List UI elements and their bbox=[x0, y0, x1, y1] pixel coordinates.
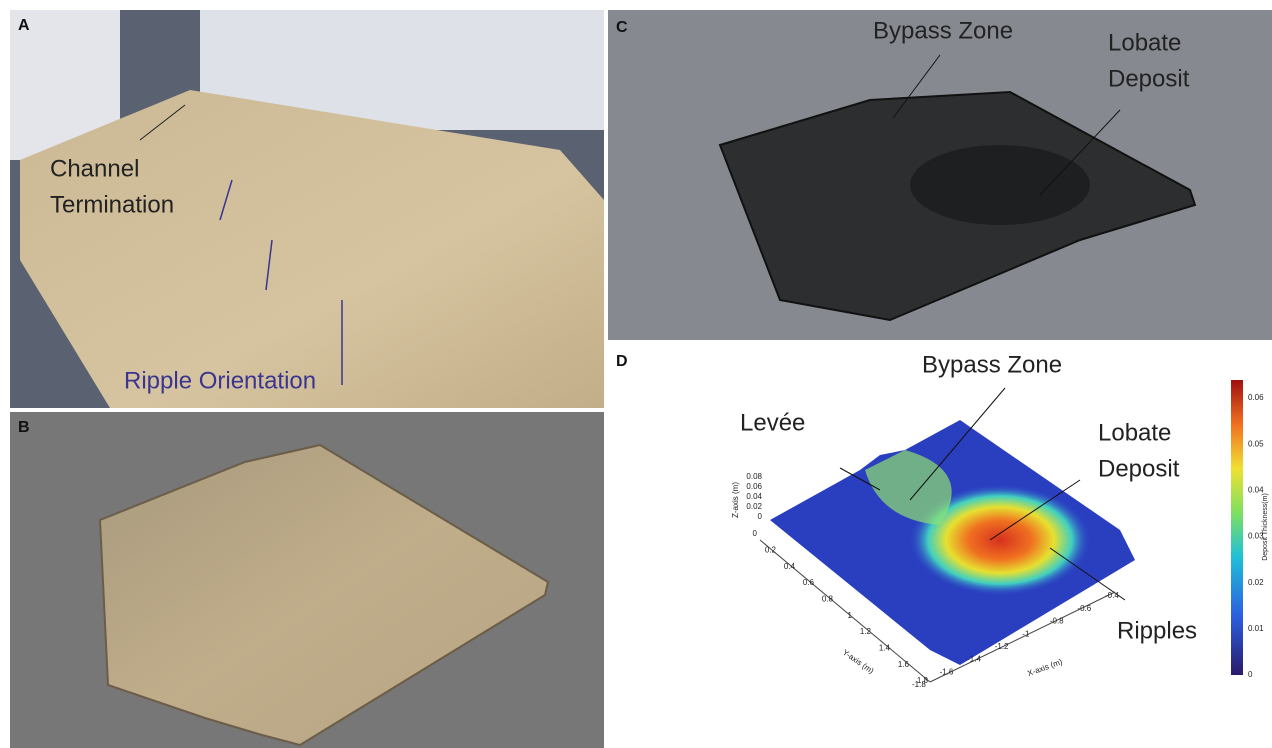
colorbar bbox=[1231, 380, 1243, 675]
annotation: Deposit bbox=[1108, 65, 1190, 92]
tick-label: -0.6 bbox=[1077, 604, 1091, 613]
tick-label: 0 bbox=[758, 512, 763, 521]
annotation: Levée bbox=[740, 409, 805, 436]
tick-label: 0 bbox=[753, 529, 758, 538]
tick-label: -1 bbox=[1022, 629, 1030, 638]
tick-label: 0.04 bbox=[746, 492, 762, 501]
figure: A Channel Termination Ripple Orientation… bbox=[0, 0, 1272, 748]
tick-label: 1 bbox=[848, 611, 853, 620]
tick-label: 0.02 bbox=[746, 502, 762, 511]
tick-label: -1.4 bbox=[967, 655, 981, 664]
tick-label: 0.8 bbox=[822, 594, 834, 603]
panel-b: B bbox=[10, 412, 604, 748]
page: A Channel Termination Ripple Orientation… bbox=[0, 0, 1272, 748]
tick-label: 1.2 bbox=[860, 627, 872, 636]
panel-label: C bbox=[616, 19, 628, 36]
axis-label: Z-axis (m) bbox=[731, 482, 740, 518]
tick-label: 0.04 bbox=[1248, 485, 1264, 494]
tick-label: -0.8 bbox=[1050, 617, 1064, 626]
annotation: Bypass Zone bbox=[922, 351, 1062, 378]
axis-label: Y-axis (m) bbox=[841, 648, 876, 676]
annotation: Ripple Orientation bbox=[124, 367, 316, 394]
annotation: Bypass Zone bbox=[873, 17, 1013, 44]
panel-d: D Bypass Zone Levée Lobate Deposit Rippl… bbox=[616, 351, 1269, 689]
lobe bbox=[910, 145, 1090, 225]
panel-label: D bbox=[616, 353, 628, 370]
annotation: Ripples bbox=[1117, 617, 1197, 644]
tick-label: -1.2 bbox=[995, 642, 1009, 651]
annotation: Termination bbox=[50, 191, 174, 218]
axis-label: X-axis (m) bbox=[1026, 657, 1064, 678]
tick-label: 0.06 bbox=[746, 482, 762, 491]
tick-label: -1.8 bbox=[912, 680, 926, 689]
panel-label: A bbox=[18, 17, 30, 34]
tick-label: 0.02 bbox=[1248, 578, 1264, 587]
tick-label: 0.4 bbox=[784, 562, 796, 571]
tick-label: -1.6 bbox=[940, 667, 954, 676]
tick-label: 1.4 bbox=[879, 643, 891, 652]
tick-label: 1.6 bbox=[898, 660, 910, 669]
tick-label: 0.08 bbox=[746, 472, 762, 481]
annotation: Channel bbox=[50, 155, 139, 182]
tick-label: 0.06 bbox=[1248, 393, 1264, 402]
tick-label: 0.6 bbox=[803, 578, 815, 587]
tick-label: -0.4 bbox=[1105, 591, 1119, 600]
tick-label: 0.05 bbox=[1248, 439, 1264, 448]
panel-c: C Bypass Zone Lobate Deposit bbox=[608, 10, 1272, 340]
annotation: Deposit bbox=[1098, 455, 1180, 482]
annotation: Lobate bbox=[1098, 419, 1171, 446]
colorbar-label: Deposit Thickness(m) bbox=[1262, 493, 1269, 561]
tick-label: 0.2 bbox=[765, 545, 777, 554]
tick-label: 0 bbox=[1248, 670, 1253, 679]
panel-label: B bbox=[18, 419, 30, 436]
annotation: Lobate bbox=[1108, 29, 1181, 56]
tick-label: 0.03 bbox=[1248, 532, 1264, 541]
panel-a: A Channel Termination Ripple Orientation bbox=[10, 10, 604, 408]
tick-label: 0.01 bbox=[1248, 624, 1264, 633]
